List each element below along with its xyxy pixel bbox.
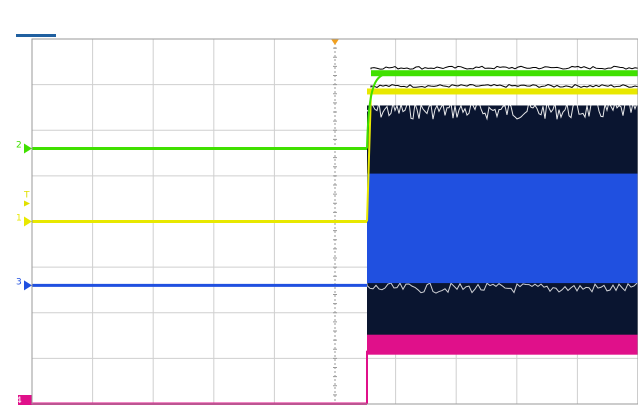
channel-4-after <box>367 334 638 355</box>
noise-top-edge <box>366 100 638 121</box>
channel-1-noise <box>370 83 638 89</box>
screen-border <box>31 38 638 405</box>
channel-marker-label: 3 <box>16 277 22 287</box>
channel-marker-arrow <box>24 143 32 154</box>
trigger-level-label: T <box>23 191 30 201</box>
noise-bottom-edge <box>366 282 638 294</box>
channel-markers: 1 2 3 4 <box>16 141 32 405</box>
channel-3-marker: 3 <box>16 277 32 291</box>
trigger-level-arrow <box>24 200 30 207</box>
channel-4-marker: 4 <box>16 395 32 405</box>
channel-marker-arrow <box>24 216 32 227</box>
channel-1-marker: 1 <box>16 214 32 227</box>
channel-marker-label: 2 <box>16 141 22 151</box>
trigger-markers: T <box>23 39 339 207</box>
channel-2-marker: 2 <box>16 141 32 154</box>
channel-3-burst <box>367 173 638 284</box>
channel-marker-label: 4 <box>16 396 22 405</box>
channel-1-edge <box>366 91 372 222</box>
channel-2-after <box>371 70 638 77</box>
channel-2-noise <box>370 65 638 70</box>
channel-1-after <box>367 88 638 95</box>
channel-4-marker-box <box>18 395 32 405</box>
status-bar-indicator <box>16 34 56 37</box>
channel-marker-arrow <box>24 280 32 291</box>
channel-marker-label: 1 <box>16 214 22 224</box>
trigger-time-marker <box>331 39 339 45</box>
